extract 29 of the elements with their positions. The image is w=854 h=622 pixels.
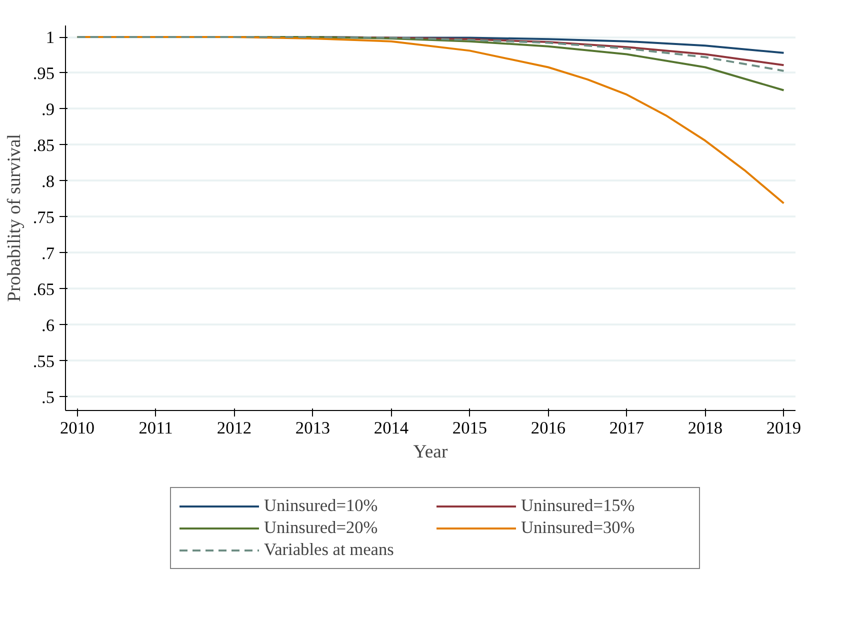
x-tick-label: 2012: [216, 418, 252, 438]
x-tick-label: 2016: [530, 418, 566, 438]
y-tick-label: .9: [42, 100, 55, 119]
x-tick-label: 2013: [295, 418, 330, 438]
x-tick-label: 2011: [138, 418, 173, 438]
x-axis-title: Year: [413, 442, 448, 462]
y-tick-label: 1: [46, 28, 55, 48]
line-series: [76, 36, 785, 72]
x-tick-label: 2018: [688, 418, 723, 438]
x-tick-label: 2019: [766, 418, 802, 438]
legend-label: Variables at means: [264, 540, 395, 560]
x-tick-label: 2015: [452, 418, 488, 438]
legend-label: Uninsured=20%: [264, 518, 379, 538]
y-tick-label: .95: [32, 64, 55, 83]
legend-label: Uninsured=30%: [521, 518, 636, 538]
y-axis-title: Probability of survival: [4, 134, 25, 302]
legend-label: Uninsured=10%: [264, 496, 379, 516]
x-tick-label: 2014: [374, 418, 409, 438]
y-tick-label: .55: [32, 352, 55, 371]
y-tick-label: .75: [32, 208, 55, 227]
y-tick-label: .7: [42, 244, 55, 263]
x-tick-label: 2017: [609, 418, 644, 438]
x-tick-label: 2010: [60, 418, 95, 438]
y-tick-label: .6: [42, 316, 55, 335]
y-tick-label: .8: [42, 172, 55, 191]
y-tick-label: .85: [32, 136, 55, 155]
y-tick-label: .65: [32, 280, 55, 299]
y-tick-label: .5: [42, 388, 55, 407]
legend-label: Uninsured=15%: [521, 496, 636, 516]
